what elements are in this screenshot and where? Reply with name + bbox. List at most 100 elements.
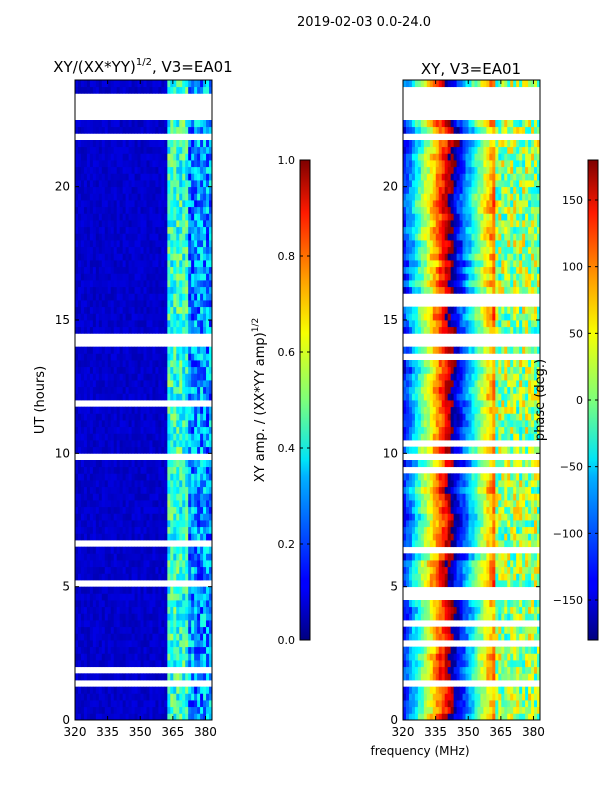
amp-cell <box>191 520 195 528</box>
phase-cell <box>417 613 422 621</box>
phase-cell <box>474 520 478 528</box>
amp-cell <box>104 566 109 574</box>
amp-cell <box>152 546 156 554</box>
amp-cell <box>161 273 165 281</box>
amp-cell <box>137 486 141 494</box>
amp-cell <box>209 120 213 128</box>
amp-cell <box>98 693 103 701</box>
amp-cell <box>134 440 138 448</box>
phase-cell <box>447 533 452 541</box>
amp-cell <box>185 286 189 294</box>
amp-cell <box>77 366 82 374</box>
phase-cell <box>435 626 440 634</box>
amp-cell <box>173 366 177 374</box>
amp-cell <box>104 706 109 714</box>
phase-cell <box>534 700 538 708</box>
amp-cell <box>140 566 144 574</box>
amp-cell <box>95 553 100 561</box>
amp-cell <box>80 160 85 168</box>
amp-cell <box>179 366 183 374</box>
amp-cell <box>152 200 156 208</box>
amp-cell <box>200 300 204 308</box>
phase-cell <box>453 666 458 674</box>
phase-cell <box>459 646 463 654</box>
amp-cell <box>92 440 97 448</box>
amp-cell <box>113 606 118 614</box>
amp-cell <box>95 80 100 88</box>
amp-cell <box>167 566 171 574</box>
amp-cell <box>167 660 171 668</box>
amp-cell <box>152 673 156 681</box>
amp-cell <box>137 366 141 374</box>
amp-cell <box>179 573 183 581</box>
amp-cell <box>173 320 177 328</box>
phase-cell <box>495 540 499 548</box>
phase-cell <box>459 560 463 568</box>
amp-cell <box>128 380 132 388</box>
phase-cell <box>423 660 428 668</box>
amp-cell <box>137 193 141 201</box>
amp-cell <box>89 573 94 581</box>
amp-cell <box>119 546 124 554</box>
amp-cell <box>161 346 165 354</box>
amp-cell <box>188 226 192 234</box>
amp-cell <box>122 646 127 654</box>
amp-cell <box>128 406 132 414</box>
amp-cell <box>113 640 118 648</box>
amp-cell <box>77 660 82 668</box>
amp-cell <box>86 320 91 328</box>
amp-cell <box>176 320 180 328</box>
phase-cell <box>489 526 493 534</box>
amp-cell <box>128 646 132 654</box>
amp-cell <box>86 146 91 154</box>
amp-cell <box>206 640 210 648</box>
amp-cell <box>80 506 85 514</box>
amp-cell <box>191 386 195 394</box>
amp-cell <box>209 700 213 708</box>
amp-cell <box>185 86 189 94</box>
amp-cell <box>173 146 177 154</box>
amp-cell <box>77 713 82 721</box>
amp-cell <box>143 526 147 534</box>
amp-cell <box>185 546 189 554</box>
amp-cell <box>197 593 201 601</box>
amp-cell <box>179 593 183 601</box>
amp-cell <box>140 620 144 628</box>
amp-cell <box>167 180 171 188</box>
amp-cell <box>206 346 210 354</box>
amp-cell <box>140 493 144 501</box>
amp-cell <box>155 440 159 448</box>
amp-cell <box>182 486 186 494</box>
amp-cell <box>134 373 138 381</box>
amp-cell <box>95 153 100 161</box>
phase-cell <box>441 693 446 701</box>
amp-cell <box>161 586 165 594</box>
amp-cell <box>122 166 127 174</box>
phase-cell <box>516 553 520 561</box>
amp-cell <box>101 566 106 574</box>
amp-cell <box>146 493 150 501</box>
amp-cell <box>110 446 115 454</box>
amp-cell <box>119 393 124 401</box>
phase-cell <box>429 600 434 608</box>
amp-cell <box>182 153 186 161</box>
amp-cell <box>173 520 177 528</box>
amp-cell <box>122 393 127 401</box>
amp-cell <box>197 386 201 394</box>
amp-cell <box>161 620 165 628</box>
amp-cell <box>75 446 79 454</box>
amp-cell <box>83 640 88 648</box>
phase-cell <box>456 613 460 621</box>
amp-cell <box>113 433 118 441</box>
amp-cell <box>203 673 207 681</box>
amp-cell <box>113 586 118 594</box>
amp-cell <box>86 153 91 161</box>
amp-cell <box>158 693 162 701</box>
amp-cell <box>182 560 186 568</box>
amp-cell <box>185 126 189 134</box>
amp-cell <box>152 500 156 508</box>
amp-cell <box>203 373 207 381</box>
amp-cell <box>146 86 150 94</box>
phase-cell <box>462 686 466 694</box>
amp-cell <box>140 586 144 594</box>
